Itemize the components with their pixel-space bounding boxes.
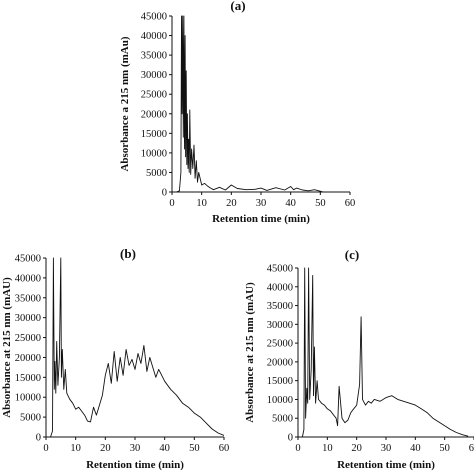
y-tick-label: 40000: [15, 273, 41, 284]
x-tick-label: 0: [43, 443, 48, 454]
y-tick-label: 35000: [267, 301, 293, 312]
x-tick-label: 0: [295, 443, 300, 454]
chart-panel-1: 0 5000 10000 15000 20000 25000 30000 35000 40000…: [119, 0, 355, 225]
y-tick-label: 20000: [267, 357, 293, 368]
y-tick-label: 45000: [141, 12, 167, 23]
x-tick-label: 20: [351, 443, 362, 454]
y-tick-label: 40000: [267, 282, 293, 293]
x-tick-label: 60: [345, 198, 356, 209]
x-tick-label: 10: [196, 198, 207, 209]
chromatogram-trace: [298, 267, 469, 438]
y-tick-label: 0: [288, 433, 293, 444]
x-axis-label: Retention time (min): [337, 459, 435, 471]
y-tick-label: 25000: [15, 333, 41, 344]
y-tick-label: 30000: [15, 313, 41, 324]
y-axis-label: Absorbance at 215 nm (mAU): [1, 277, 13, 418]
y-tick-label: 10000: [15, 393, 41, 404]
y-tick-label: 45000: [15, 254, 41, 265]
chromatogram-trace: [46, 257, 225, 438]
y-tick-label: 15000: [15, 373, 41, 384]
x-axis-label: Retention time (min): [212, 213, 310, 225]
x-tick-label: 20: [226, 198, 237, 209]
x-tick-label: 10: [322, 443, 333, 454]
chart-panel-3: 0 5000 10000 15000 20000 25000 30000 35000 40000…: [244, 247, 474, 471]
y-tick-label: 30000: [141, 70, 167, 81]
x-tick-label: 10: [70, 443, 81, 454]
y-tick-label: 30000: [267, 320, 293, 331]
x-tick-label: 50: [189, 443, 200, 454]
x-tick-label: 40: [159, 443, 170, 454]
y-tick-label: 40000: [141, 31, 167, 42]
y-tick-label: 5000: [20, 413, 41, 424]
panel-label: (c): [345, 247, 359, 262]
y-axis-label: Absorbance a 215 nm (mAu): [119, 36, 131, 171]
y-tick-label: 0: [36, 433, 41, 444]
x-tick-label: 40: [410, 443, 421, 454]
x-tick-label: 30: [381, 443, 392, 454]
y-tick-label: 35000: [15, 293, 41, 304]
y-tick-label: 25000: [267, 339, 293, 350]
x-tick-label: 60: [469, 443, 474, 454]
y-tick-label: 20000: [15, 353, 41, 364]
y-tick-label: 45000: [267, 264, 293, 275]
y-axis-label: Absorbance at 215 nm (mAU): [244, 282, 256, 423]
y-tick-label: 0: [162, 188, 167, 199]
x-tick-label: 0: [169, 198, 174, 209]
y-tick-label: 15000: [267, 376, 293, 387]
y-tick-label: 10000: [267, 395, 293, 406]
x-tick-label: 50: [315, 198, 326, 209]
x-tick-label: 60: [219, 443, 230, 454]
y-tick-label: 35000: [141, 51, 167, 62]
y-tick-label: 10000: [141, 148, 167, 159]
y-tick-label: 5000: [272, 414, 293, 425]
x-tick-label: 20: [100, 443, 111, 454]
y-tick-label: 5000: [146, 168, 167, 179]
x-tick-label: 40: [285, 198, 296, 209]
x-tick-label: 30: [130, 443, 141, 454]
y-tick-label: 20000: [141, 109, 167, 120]
panel-label: (b): [120, 246, 136, 261]
x-tick-label: 50: [439, 443, 450, 454]
chromatogram-trace: [173, 15, 324, 193]
x-axis-label: Retention time (min): [86, 459, 184, 471]
y-tick-label: 15000: [141, 129, 167, 140]
chart-panel-2: 0 5000 10000 15000 20000 25000 30000 35000 40000…: [1, 246, 229, 471]
y-tick-label: 25000: [141, 90, 167, 101]
panel-label: (a): [230, 0, 245, 13]
x-tick-label: 30: [256, 198, 267, 209]
